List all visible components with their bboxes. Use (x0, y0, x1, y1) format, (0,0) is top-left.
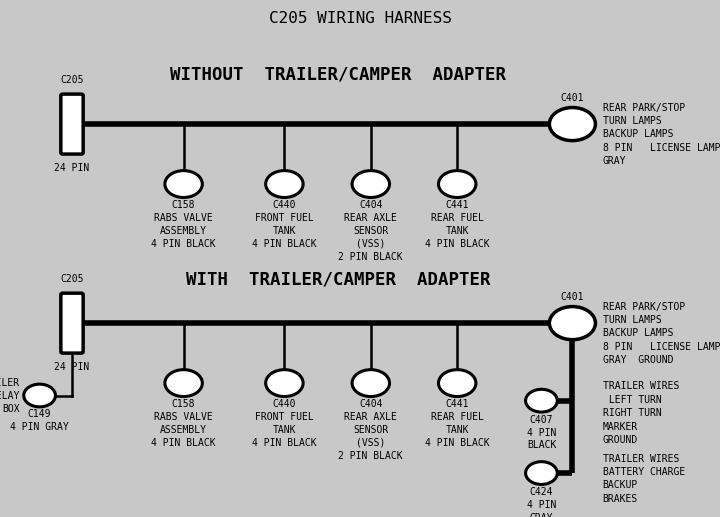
Text: RELAY: RELAY (0, 391, 20, 401)
Text: 8 PIN   LICENSE LAMPS: 8 PIN LICENSE LAMPS (603, 143, 720, 153)
Text: C404: C404 (359, 399, 382, 409)
Text: 2 PIN BLACK: 2 PIN BLACK (338, 252, 403, 262)
Text: RIGHT TURN: RIGHT TURN (603, 408, 662, 418)
Text: (VSS): (VSS) (356, 438, 385, 448)
Text: TANK: TANK (273, 226, 296, 236)
Text: SENSOR: SENSOR (354, 226, 388, 236)
Text: 4 PIN BLACK: 4 PIN BLACK (252, 438, 317, 448)
Circle shape (24, 384, 55, 407)
Text: (VSS): (VSS) (356, 239, 385, 249)
Text: C404: C404 (359, 200, 382, 210)
Text: MARKER: MARKER (603, 421, 638, 432)
Circle shape (526, 462, 557, 484)
Text: ASSEMBLY: ASSEMBLY (160, 425, 207, 435)
Text: C440: C440 (273, 200, 296, 210)
Text: 4 PIN BLACK: 4 PIN BLACK (425, 239, 490, 249)
Circle shape (165, 370, 202, 397)
Text: C401: C401 (561, 93, 584, 103)
Text: RABS VALVE: RABS VALVE (154, 412, 213, 422)
Text: C205 WIRING HARNESS: C205 WIRING HARNESS (269, 10, 451, 26)
Text: 4 PIN BLACK: 4 PIN BLACK (252, 239, 317, 249)
Text: GRAY: GRAY (603, 156, 626, 166)
Text: TANK: TANK (446, 226, 469, 236)
Circle shape (526, 389, 557, 412)
Text: ASSEMBLY: ASSEMBLY (160, 226, 207, 236)
FancyBboxPatch shape (60, 94, 84, 154)
Text: REAR PARK/STOP: REAR PARK/STOP (603, 301, 685, 312)
Text: REAR AXLE: REAR AXLE (344, 213, 397, 223)
Text: GROUND: GROUND (603, 435, 638, 445)
Circle shape (266, 370, 303, 397)
Text: 24 PIN: 24 PIN (55, 362, 89, 372)
Circle shape (438, 370, 476, 397)
Text: GRAY  GROUND: GRAY GROUND (603, 355, 673, 366)
Text: BACKUP LAMPS: BACKUP LAMPS (603, 129, 673, 140)
Text: BLACK: BLACK (527, 440, 556, 450)
Text: BACKUP LAMPS: BACKUP LAMPS (603, 328, 673, 339)
Text: 4 PIN BLACK: 4 PIN BLACK (151, 438, 216, 448)
Circle shape (165, 171, 202, 197)
Text: C440: C440 (273, 399, 296, 409)
Circle shape (549, 108, 595, 141)
Text: TANK: TANK (446, 425, 469, 435)
Text: C401: C401 (561, 292, 584, 302)
Circle shape (549, 307, 595, 340)
Text: 4 PIN: 4 PIN (527, 428, 556, 437)
Text: BACKUP: BACKUP (603, 480, 638, 491)
Text: C441: C441 (446, 200, 469, 210)
Text: REAR FUEL: REAR FUEL (431, 213, 484, 223)
Text: WITH  TRAILER/CAMPER  ADAPTER: WITH TRAILER/CAMPER ADAPTER (186, 270, 490, 288)
Text: GRAY: GRAY (530, 513, 553, 517)
Text: 24 PIN: 24 PIN (55, 163, 89, 173)
Text: 4 PIN GRAY: 4 PIN GRAY (10, 422, 69, 432)
Text: FRONT FUEL: FRONT FUEL (255, 412, 314, 422)
Text: C407: C407 (530, 415, 553, 424)
Text: 4 PIN BLACK: 4 PIN BLACK (425, 438, 490, 448)
Text: 2 PIN BLACK: 2 PIN BLACK (338, 451, 403, 461)
Text: SENSOR: SENSOR (354, 425, 388, 435)
FancyBboxPatch shape (60, 293, 84, 353)
Text: LEFT TURN: LEFT TURN (603, 394, 662, 405)
Circle shape (352, 171, 390, 197)
Text: BRAKES: BRAKES (603, 494, 638, 504)
Text: C158: C158 (172, 200, 195, 210)
Text: RABS VALVE: RABS VALVE (154, 213, 213, 223)
Circle shape (352, 370, 390, 397)
Text: C424: C424 (530, 487, 553, 497)
Text: TRAILER: TRAILER (0, 377, 20, 388)
Text: WITHOUT  TRAILER/CAMPER  ADAPTER: WITHOUT TRAILER/CAMPER ADAPTER (171, 66, 506, 84)
Text: 8 PIN   LICENSE LAMPS: 8 PIN LICENSE LAMPS (603, 342, 720, 352)
Text: C149: C149 (28, 409, 51, 419)
Text: 4 PIN BLACK: 4 PIN BLACK (151, 239, 216, 249)
Text: BOX: BOX (3, 404, 20, 415)
Text: C441: C441 (446, 399, 469, 409)
Text: C205: C205 (60, 274, 84, 284)
Text: C158: C158 (172, 399, 195, 409)
Circle shape (266, 171, 303, 197)
Circle shape (438, 171, 476, 197)
Text: TURN LAMPS: TURN LAMPS (603, 315, 662, 325)
Text: TRAILER WIRES: TRAILER WIRES (603, 453, 679, 464)
Text: TURN LAMPS: TURN LAMPS (603, 116, 662, 126)
Text: FRONT FUEL: FRONT FUEL (255, 213, 314, 223)
Text: REAR AXLE: REAR AXLE (344, 412, 397, 422)
Text: C205: C205 (60, 75, 84, 85)
Text: REAR FUEL: REAR FUEL (431, 412, 484, 422)
Text: TANK: TANK (273, 425, 296, 435)
Text: TRAILER WIRES: TRAILER WIRES (603, 381, 679, 391)
Text: REAR PARK/STOP: REAR PARK/STOP (603, 102, 685, 113)
Text: 4 PIN: 4 PIN (527, 500, 556, 510)
Text: BATTERY CHARGE: BATTERY CHARGE (603, 467, 685, 477)
